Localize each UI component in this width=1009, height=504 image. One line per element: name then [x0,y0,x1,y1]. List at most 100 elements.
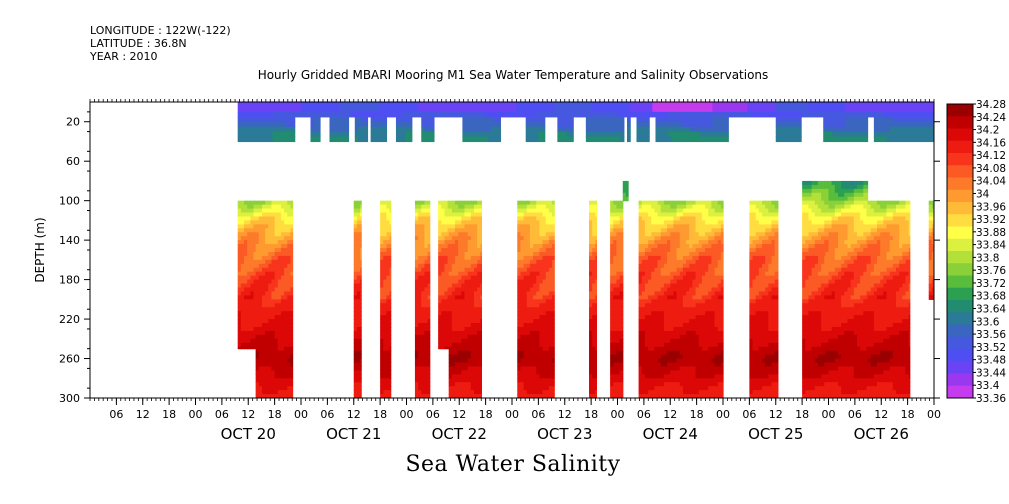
heatmap-cell [529,248,534,253]
heatmap-cell [523,390,528,395]
heatmap-cell [255,263,260,269]
heatmap-cell [552,287,555,293]
heatmap-cell [679,295,684,300]
heatmap-cell [464,216,469,221]
heatmap-cell [458,279,462,285]
heatmap-cell [679,358,684,364]
heatmap-cell [648,279,652,285]
heatmap-cell [277,283,282,289]
heatmap-cell [418,220,422,225]
heatmap-cell [240,319,245,324]
heatmap-cell [648,358,652,364]
heatmap-cell [682,275,687,281]
heatmap-cell [695,319,700,324]
heatmap-cell [517,248,522,253]
heatmap-cell [654,326,659,332]
heatmap-cell [654,319,659,324]
heatmap-cell [451,259,456,265]
heatmap-cell [438,255,442,261]
heatmap-cell [644,279,649,285]
heatmap-cell [720,263,724,269]
heatmap-cell [284,255,288,261]
heatmap-cell [698,236,703,241]
heatmap-cell [444,263,449,269]
heatmap-cell [455,330,459,336]
heatmap-cell [686,244,690,249]
heatmap-cell [613,232,618,237]
heatmap-cell [667,295,671,300]
heatmap-cell [542,323,547,328]
heatmap-cell [648,251,652,257]
heatmap-cell [274,212,279,218]
heatmap-cell [389,330,392,336]
heatmap-cell [529,228,534,233]
heatmap-cell [613,311,618,316]
heatmap-cell [353,378,358,383]
heatmap-cell [265,370,269,375]
heatmap-cell [480,251,483,257]
heatmap-cell [380,394,384,398]
heatmap-cell [701,291,706,296]
heatmap-cell [277,287,282,293]
heatmap-cell [383,350,388,356]
heatmap-cell [414,354,419,360]
heatmap-cell [533,374,537,379]
heatmap-cell [448,338,453,344]
heatmap-cell [448,267,453,273]
heatmap-cell [284,200,288,206]
heatmap-cell [720,386,724,391]
heatmap-cell [644,382,649,387]
heatmap-cell [424,208,429,214]
heatmap-cell [619,275,624,281]
heatmap-cell [676,390,681,395]
heatmap-cell [529,346,534,352]
heatmap-cell [526,386,531,391]
heatmap-cell [280,216,285,221]
heatmap-cell [247,200,251,206]
heatmap-cell [720,208,724,214]
heatmap-cell [253,299,257,304]
heatmap-cell [533,338,537,344]
heatmap-cell [552,366,555,371]
heatmap-cell [529,338,534,344]
heatmap-cell [477,311,481,316]
heatmap-cell [651,232,656,237]
heatmap-cell [638,315,643,320]
heatmap-cell [255,366,260,371]
heatmap-cell [648,299,652,304]
heatmap-cell [552,330,555,336]
heatmap-cell [261,323,266,328]
heatmap-cell [533,236,537,241]
heatmap-cell [480,220,483,225]
heatmap-cell [480,263,483,269]
heatmap-cell [447,315,450,320]
heatmap-cell [592,299,596,304]
heatmap-cell [414,350,419,356]
heatmap-cell [274,307,279,312]
heatmap-cell [261,251,266,257]
heatmap-cell [610,275,614,281]
heatmap-cell [356,291,361,296]
heatmap-cell [268,346,273,352]
heatmap-cell [441,204,446,210]
heatmap-cell [595,267,597,273]
heatmap-cell [619,303,624,308]
heatmap-cell [470,248,475,253]
heatmap-cell [641,386,646,391]
heatmap-cell [356,200,361,206]
heatmap-cell [467,394,472,398]
heatmap-cell [265,244,269,249]
heatmap-cell [470,386,475,391]
heatmap-cell [438,212,442,218]
heatmap-cell [689,208,693,214]
heatmap-cell [290,255,294,261]
heatmap-cell [701,299,706,304]
heatmap-cell [695,236,700,241]
heatmap-cell [268,291,273,296]
heatmap-cell [701,220,706,225]
heatmap-cell [667,283,671,289]
heatmap-cell [542,299,547,304]
heatmap-cell [651,259,656,265]
heatmap-cell [383,200,388,206]
heatmap-cell [261,386,266,391]
